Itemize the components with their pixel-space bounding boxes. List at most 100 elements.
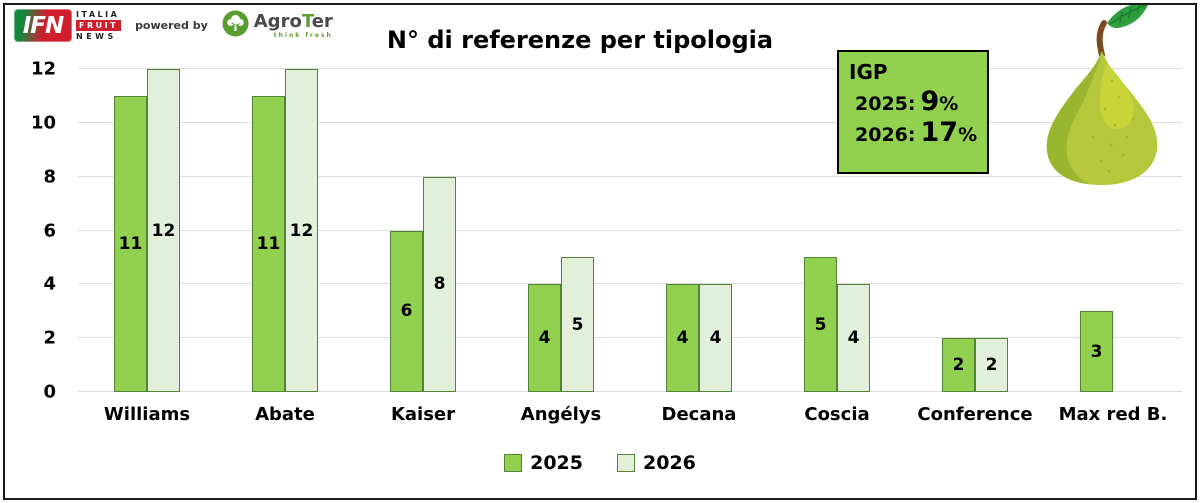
igp-2026-label: 2026: (855, 124, 916, 146)
bar-2026: 12 (147, 69, 180, 392)
bar-group-abate: 11 12 (216, 69, 354, 392)
y-tick-label: 6 (43, 220, 56, 241)
x-category-label: Max red B. (1058, 404, 1168, 425)
legend: 2025 2026 (0, 452, 1200, 474)
ifn-logo-abbr: IFN (22, 12, 65, 39)
bar-value-label: 2 (952, 355, 965, 376)
bar-2025: 4 (528, 284, 561, 392)
bar-value-label: 4 (538, 328, 551, 349)
bars-layer: 11 12 11 12 6 8 4 5 4 4 5 4 2 2 3 (78, 69, 1182, 392)
bar-2026: 5 (561, 257, 594, 392)
pear-illustration (1015, 2, 1190, 187)
bar-value-label: 11 (118, 233, 143, 254)
igp-2026-suffix: % (958, 124, 978, 146)
bar-2026: 2 (975, 338, 1008, 392)
agroter-word-t: T (301, 10, 312, 32)
igp-row-2025: 2025: 9% (855, 88, 987, 115)
legend-label-2025: 2025 (530, 452, 583, 474)
ifn-word-news: NEWS (76, 32, 117, 41)
bar-2025: 11 (114, 95, 147, 392)
gridline (78, 175, 1182, 177)
igp-2026-value: 17 (920, 117, 959, 148)
bar-value-label: 12 (289, 220, 314, 241)
bar-value-label: 3 (1090, 341, 1103, 362)
bar-value-label: 11 (256, 233, 281, 254)
gridline (78, 121, 1182, 123)
y-tick-label: 2 (43, 327, 56, 349)
x-category-label: Kaiser (390, 404, 456, 425)
x-category-label: Decana (661, 404, 737, 425)
ifn-logo: IFN ITALIA FRUIT NEWS (14, 9, 122, 42)
powered-by-label: powered by (135, 19, 208, 32)
legend-swatch-2026 (617, 454, 635, 472)
y-tick-label: 0 (43, 381, 56, 403)
bar-2025: 3 (1080, 311, 1113, 392)
header-logos: IFN ITALIA FRUIT NEWS powered by (14, 9, 333, 42)
gridline (78, 68, 1182, 69)
agroter-word-agro: Agro (253, 10, 302, 32)
gridline (78, 391, 1182, 392)
gridline (78, 229, 1182, 231)
gridline (78, 337, 1182, 339)
bar-2025: 5 (804, 257, 837, 392)
agroter-tagline: think fresh (273, 31, 333, 39)
y-tick-label: 8 (43, 166, 56, 188)
bar-2026 (1113, 390, 1146, 392)
bar-2026: 4 (699, 284, 732, 392)
igp-annotation-box: IGP 2025: 9% 2026: 17% (837, 50, 989, 174)
plot-area: 11 12 11 12 6 8 4 5 4 4 5 4 2 2 3 (78, 68, 1182, 392)
bar-2026: 4 (837, 284, 870, 392)
chart-title: N° di referenze per tipologia (386, 26, 774, 54)
agroter-tree-icon (222, 10, 249, 41)
bar-value-label: 4 (709, 328, 722, 349)
bar-2026: 12 (285, 69, 318, 392)
x-axis: Williams Abate Kaiser Angélys Decana Coscia Co… (78, 404, 1182, 425)
grid-layer (78, 68, 1182, 392)
bar-2025: 2 (942, 338, 975, 392)
bar-value-label: 4 (847, 328, 860, 349)
legend-swatch-2025 (504, 454, 523, 472)
igp-2025-label: 2025: (855, 93, 916, 115)
bar-2025: 11 (252, 95, 285, 392)
gridline (78, 283, 1182, 285)
igp-row-2026: 2026: 17% (855, 119, 987, 146)
bar-value-label: 5 (814, 314, 827, 335)
bar-2025: 4 (666, 284, 699, 392)
bar-group-max-red-b-: 3 (1044, 69, 1182, 392)
igp-2025-suffix: % (939, 93, 959, 115)
bar-value-label: 8 (433, 274, 446, 295)
bar-2026: 8 (423, 176, 456, 392)
ifn-word-fruit: FRUIT (76, 20, 122, 31)
bar-value-label: 4 (676, 328, 689, 349)
x-category-label: Williams (103, 404, 191, 425)
x-category-label: Conference (917, 404, 1033, 425)
agroter-word-er: er (311, 10, 333, 32)
ifn-logo-wordmark: ITALIA FRUIT NEWS (76, 9, 122, 42)
ifn-word-italia: ITALIA (76, 10, 120, 19)
legend-item-2026: 2026 (617, 452, 696, 474)
agroter-wordmark: AgroTer think fresh (253, 10, 333, 39)
legend-label-2026: 2026 (643, 452, 696, 474)
x-category-label: Coscia (804, 404, 870, 425)
bar-2025: 6 (390, 230, 423, 392)
bar-value-label: 6 (400, 301, 413, 322)
x-category-label: Abate (255, 404, 315, 425)
ifn-logo-badge: IFN (14, 9, 72, 42)
bar-value-label: 12 (151, 220, 176, 241)
bar-group-williams: 11 12 (78, 69, 216, 392)
agroter-logo: AgroTer think fresh (222, 10, 333, 41)
y-tick-label: 4 (43, 273, 56, 295)
y-tick-label: 12 (30, 58, 56, 80)
legend-item-2025: 2025 (504, 452, 583, 474)
y-axis: 0 2 4 6 8 10 12 (0, 59, 66, 403)
bar-value-label: 5 (571, 314, 584, 335)
x-category-label: Angélys (520, 404, 602, 425)
bar-value-label: 2 (985, 355, 998, 376)
igp-title: IGP (849, 60, 888, 84)
